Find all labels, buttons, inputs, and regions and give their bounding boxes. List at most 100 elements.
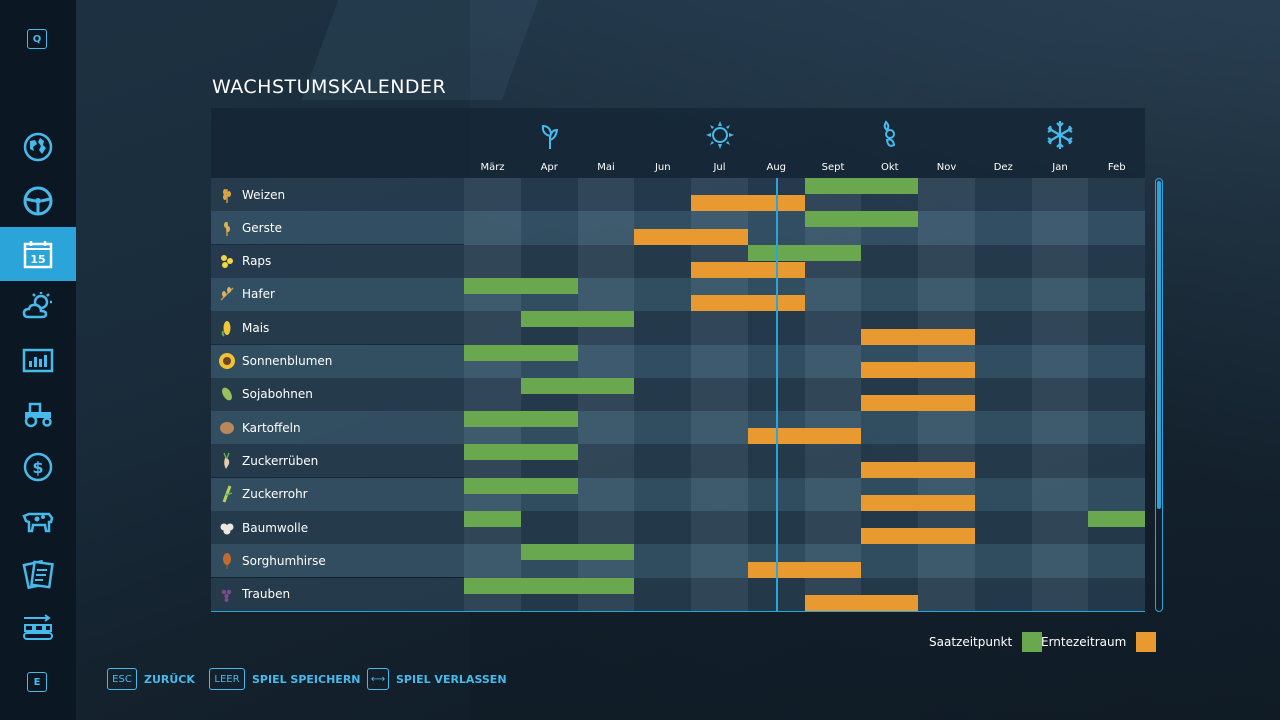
calendar-cell <box>1088 444 1145 478</box>
nav-contracts[interactable] <box>0 547 76 601</box>
crop-row: Weizen <box>211 178 464 211</box>
animals-icon <box>22 512 54 533</box>
nav-finances[interactable]: $ <box>0 440 76 494</box>
calendar-cell <box>1088 477 1145 512</box>
calendar-cell <box>1031 577 1089 611</box>
oat-icon <box>218 285 236 303</box>
calendar-cell <box>918 577 975 611</box>
calendar-cell <box>861 244 918 278</box>
month-label: Dez <box>993 162 1013 173</box>
weather-icon <box>22 292 52 319</box>
nav-animals[interactable] <box>0 494 76 548</box>
calendar-icon: 15 <box>23 241 53 269</box>
calendar-cell <box>577 344 635 378</box>
back-button[interactable]: ESC ZURÜCK <box>107 668 195 690</box>
calendar-header: März Apr Mai Jun Jul Aug Sept Okt Nov Dez Jan Feb <box>211 108 1145 178</box>
calendar-cell <box>1031 211 1089 245</box>
scrollbar-thumb[interactable] <box>1157 181 1161 509</box>
crop-row: Baumwolle <box>211 511 464 545</box>
calendar-cell <box>1088 411 1145 445</box>
nav-statistics[interactable] <box>0 334 76 388</box>
quit-game-button[interactable]: ⟷ SPIEL VERLASSEN <box>367 668 507 690</box>
sowing-period-bar <box>804 211 918 228</box>
calendar-cell <box>1031 344 1089 378</box>
harvest-period-bar <box>691 295 805 312</box>
calendar-cell <box>861 544 918 578</box>
calendar-cell <box>974 477 1032 512</box>
calendar-cell <box>1031 411 1089 445</box>
crop-name: Baumwolle <box>242 520 309 535</box>
sorghum-icon <box>218 552 236 570</box>
calendar-day: 15 <box>30 253 45 266</box>
month-label: Mai <box>597 162 615 173</box>
wheat-icon <box>218 186 236 204</box>
month-label: Jun <box>654 162 671 173</box>
crop-name: Hafer <box>242 287 275 302</box>
sidebar: Q 15 <box>0 0 76 720</box>
calendar-cell <box>1031 178 1089 212</box>
crop-name: Gerste <box>242 220 282 235</box>
calendar-cell <box>634 377 691 412</box>
sowing-period-bar <box>464 344 578 361</box>
nav-weather[interactable] <box>0 280 76 334</box>
calendar-cell <box>861 277 918 312</box>
calendar-cell <box>577 178 635 212</box>
calendar-cell <box>974 377 1032 412</box>
crop-name: Zuckerrüben <box>242 453 319 468</box>
globe-map-icon <box>23 132 53 162</box>
calendar-cell <box>918 244 975 278</box>
calendar-cell <box>1088 244 1145 278</box>
calendar-cell <box>691 411 748 445</box>
nav-map[interactable] <box>0 120 76 174</box>
harvest-period-bar <box>804 595 918 611</box>
e-key-hint[interactable]: E <box>27 672 47 692</box>
crop-name: Zuckerrohr <box>242 487 308 502</box>
legend-harvest: Erntezeitraum <box>1041 632 1157 652</box>
calendar-cell <box>577 244 635 278</box>
crop-name: Weizen <box>242 187 286 202</box>
calendar-cell <box>1088 277 1145 312</box>
calendar-cell <box>577 477 635 512</box>
esc-key: ESC <box>107 668 137 690</box>
q-key-hint[interactable]: Q <box>27 29 47 49</box>
calendar-cell <box>804 444 862 478</box>
calendar-cell <box>1031 277 1089 312</box>
calendar-cell <box>918 544 975 578</box>
nav-calendar[interactable]: 15 <box>0 227 76 281</box>
crop-row: Raps <box>211 244 464 278</box>
calendar-cell <box>974 511 1032 545</box>
month-label: Jan <box>1052 162 1068 173</box>
crop-name: Kartoffeln <box>242 420 301 435</box>
sowing-period-bar <box>804 178 918 194</box>
calendar-cell <box>691 344 748 378</box>
legend-harvest-swatch <box>1136 632 1157 652</box>
nav-vehicles[interactable] <box>0 174 76 228</box>
calendar-bottom-border <box>211 611 1145 612</box>
autumn-icon <box>883 120 896 147</box>
calendar-cell <box>464 544 521 578</box>
calendar-cell <box>804 311 862 345</box>
barley-icon <box>218 219 236 237</box>
sowing-period-bar <box>747 244 862 261</box>
calendar-cell <box>974 577 1032 611</box>
calendar-cell <box>634 178 691 212</box>
backspace-key: ⟷ <box>367 668 389 690</box>
save-game-button[interactable]: LEER SPIEL SPEICHERN <box>209 668 361 690</box>
calendar-cell <box>1031 477 1089 512</box>
month-label: Sept <box>821 162 845 173</box>
crop-name: Sonnenblumen <box>242 354 333 369</box>
calendar-cell <box>861 411 918 445</box>
calendar-cell <box>634 344 691 378</box>
calendar-cell <box>974 344 1032 378</box>
contracts-icon <box>22 559 54 590</box>
sunflower-icon <box>218 352 236 370</box>
calendar-cell <box>691 577 748 611</box>
calendar-cell <box>918 277 975 312</box>
calendar-cell <box>577 411 635 445</box>
calendar-cell <box>520 178 578 212</box>
nav-garage[interactable] <box>0 387 76 441</box>
crop-name: Raps <box>242 254 272 269</box>
nav-production[interactable] <box>0 600 76 654</box>
scrollbar[interactable] <box>1155 178 1163 612</box>
calendar-cell <box>804 477 862 512</box>
